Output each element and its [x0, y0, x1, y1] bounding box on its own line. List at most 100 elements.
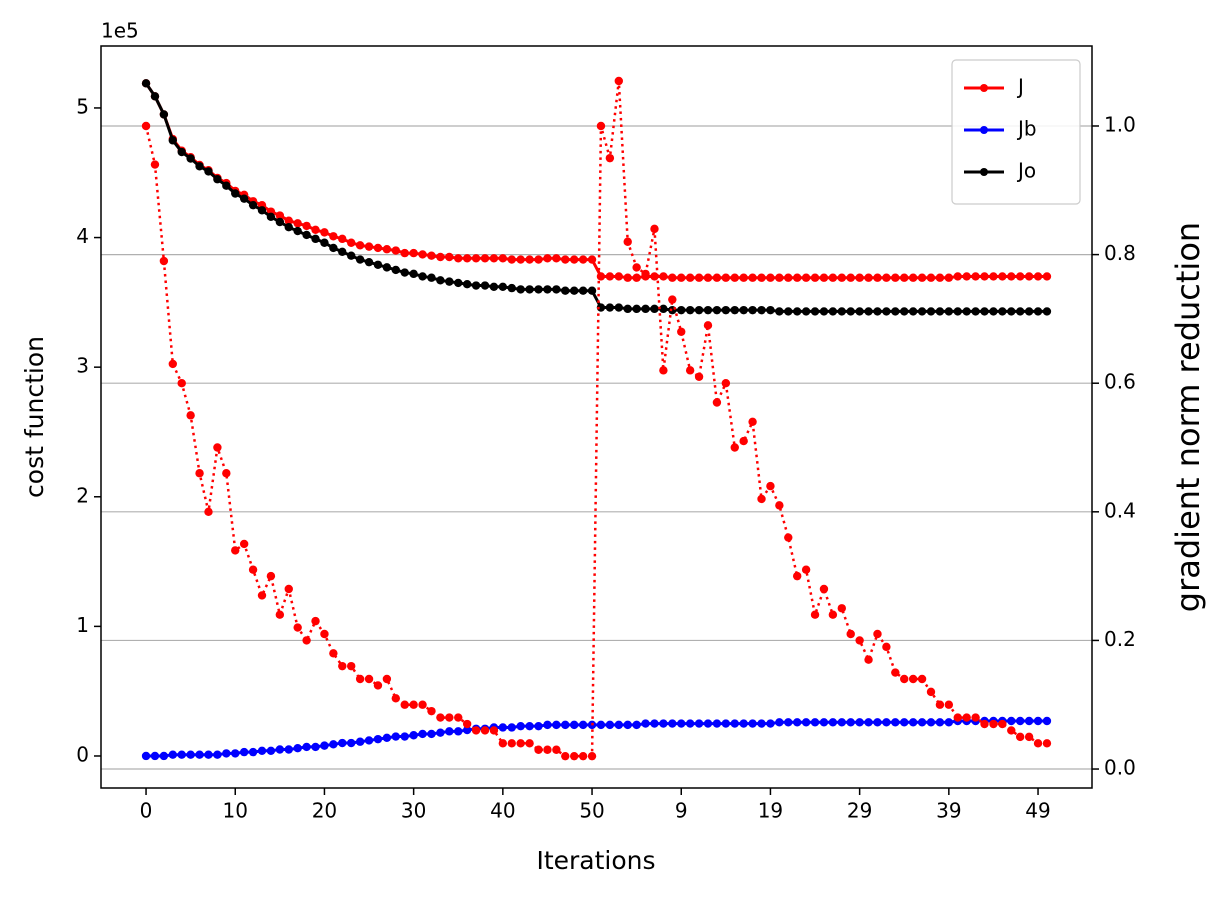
y-tick-label: 5: [76, 94, 89, 118]
series-marker: [792, 571, 802, 581]
series-marker: [382, 263, 392, 272]
series-marker: [373, 734, 383, 744]
series-marker: [1042, 739, 1052, 748]
series-marker: [1042, 272, 1052, 281]
y-tick-label: 4: [76, 224, 89, 248]
series-marker: [400, 248, 409, 258]
series-marker: [168, 136, 178, 145]
series-marker: [507, 723, 516, 732]
series-marker: [293, 623, 302, 632]
series-marker: [543, 720, 552, 730]
series-marker: [730, 443, 739, 452]
series-marker: [587, 751, 597, 761]
series-marker: [454, 713, 463, 722]
series-marker: [311, 234, 320, 244]
series-marker: [944, 718, 954, 727]
series-marker: [409, 700, 418, 709]
y2-tick-label: 0.4: [1104, 498, 1136, 522]
legend-box: [951, 59, 1081, 205]
series-marker: [980, 719, 989, 729]
series-marker: [427, 251, 436, 260]
series-marker: [801, 307, 811, 316]
series-marker: [355, 241, 365, 250]
series-marker: [391, 265, 401, 275]
series-marker: [873, 718, 882, 727]
series-marker: [810, 273, 820, 282]
series-marker: [605, 303, 615, 312]
series-marker: [329, 243, 338, 253]
series-marker: [650, 224, 659, 234]
series-marker: [962, 713, 971, 722]
series-marker: [685, 366, 695, 375]
series-marker: [712, 719, 722, 728]
series-marker: [605, 272, 615, 281]
series-marker: [891, 307, 900, 316]
series-marker: [159, 256, 169, 266]
series-marker: [391, 694, 401, 703]
series-marker: [507, 739, 516, 748]
series-marker: [436, 713, 445, 722]
series-marker: [284, 745, 293, 754]
series-marker: [891, 718, 900, 727]
series-marker: [418, 729, 427, 739]
series-marker: [846, 629, 855, 639]
series-marker: [1007, 716, 1016, 726]
series-marker: [614, 720, 623, 730]
y-tick-label: 1: [76, 613, 89, 637]
series-marker: [614, 76, 623, 86]
series-marker: [320, 741, 329, 750]
series-marker: [231, 546, 240, 555]
series-marker: [311, 225, 320, 234]
series-marker: [454, 254, 463, 263]
series-marker: [427, 273, 436, 282]
series-marker: [284, 222, 293, 232]
series-marker: [436, 252, 445, 262]
series-marker: [543, 285, 552, 294]
series-marker: [204, 750, 213, 759]
series-marker: [900, 273, 909, 282]
series-marker: [757, 494, 766, 504]
series-marker: [516, 285, 525, 294]
series-marker: [471, 726, 481, 735]
series-marker: [570, 720, 579, 730]
series-marker: [552, 285, 561, 294]
series-marker: [1033, 739, 1043, 748]
series-marker: [525, 255, 534, 264]
series-marker: [266, 212, 276, 222]
series-marker: [400, 268, 409, 277]
series-marker: [712, 273, 722, 282]
series-marker: [757, 305, 766, 315]
series-marker: [837, 307, 846, 316]
series-marker: [329, 740, 338, 749]
series-marker: [293, 744, 302, 753]
series-marker: [784, 307, 793, 316]
series-marker: [498, 254, 508, 263]
series-marker: [703, 719, 713, 728]
series-marker: [801, 565, 811, 574]
series-marker: [168, 359, 178, 369]
series-marker: [427, 729, 436, 739]
series-marker: [953, 713, 962, 722]
series-marker: [712, 305, 722, 315]
series-marker: [338, 738, 347, 748]
series-marker: [355, 255, 365, 264]
series-marker: [552, 745, 561, 754]
series-marker: [944, 700, 954, 709]
series-marker: [596, 272, 606, 281]
series-marker: [659, 304, 668, 314]
series-marker: [239, 539, 249, 549]
series-marker: [614, 272, 623, 281]
series-marker: [685, 305, 695, 315]
series-marker: [703, 273, 713, 282]
series-marker: [1007, 272, 1016, 281]
series-marker: [1024, 307, 1034, 316]
series-marker: [561, 751, 570, 761]
series-marker: [195, 469, 204, 478]
series-marker: [837, 273, 846, 282]
series-marker: [257, 591, 267, 600]
series-marker: [641, 269, 650, 279]
series-marker: [659, 366, 668, 375]
series-marker: [908, 674, 918, 684]
series-marker: [989, 272, 998, 281]
series-marker: [525, 285, 534, 294]
